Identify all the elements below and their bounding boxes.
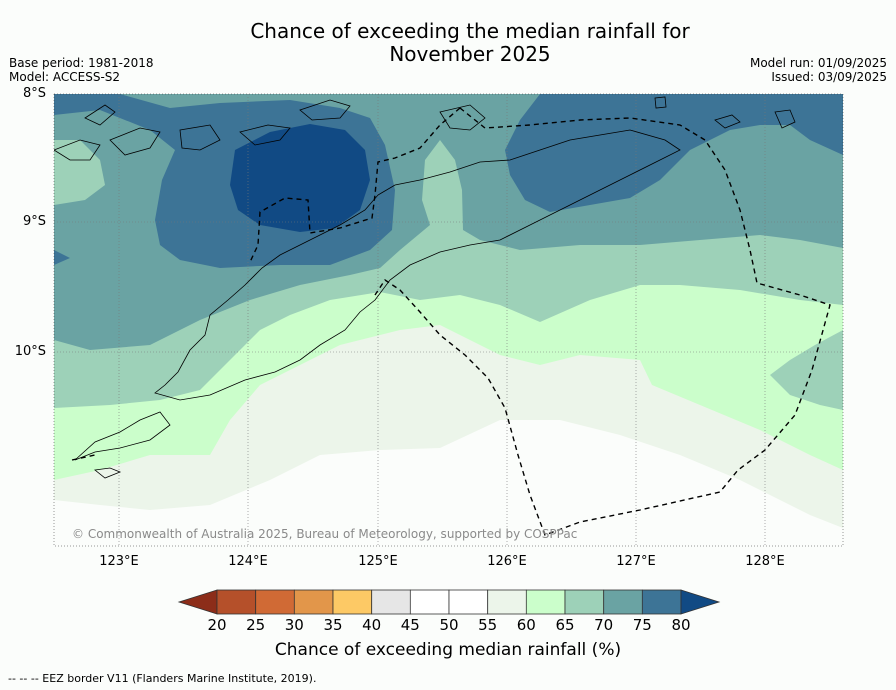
model-name: Model: ACCESS-S2: [9, 70, 121, 84]
colorbar-tick: 30: [284, 616, 304, 634]
colorbar-swatch-20-25: [216, 589, 257, 615]
colorbar: [177, 589, 721, 615]
lat-label-8s: 8°S: [22, 86, 46, 101]
base-period: Base period: 1981-2018: [9, 56, 154, 70]
map-area: [54, 94, 843, 546]
band-patch-nw: [54, 250, 70, 265]
eez-borders: [71, 107, 831, 536]
lon-label-128e: 128°E: [745, 554, 785, 569]
colorbar-label: Chance of exceeding median rainfall (%): [274, 640, 622, 660]
colorbar-swatch-45-50: [409, 589, 450, 615]
issued-date: Issued: 03/09/2025: [771, 70, 887, 84]
lon-label-126e: 126°E: [487, 554, 527, 569]
title-line-2: November 2025: [389, 42, 551, 66]
lon-label-123e: 123°E: [99, 554, 139, 569]
colorbar-swatch-25-30: [255, 589, 295, 615]
chart-title: Chance of exceeding the median rainfall …: [0, 20, 896, 66]
colorbar-tick: 20: [207, 616, 227, 634]
colorbar-tick: 65: [555, 616, 575, 634]
coastlines: [54, 96, 796, 479]
colorbar-swatch-75-80: [641, 589, 682, 615]
band-above-80: [230, 124, 370, 232]
colorbar-swatch-35-40: [332, 589, 373, 615]
colorbar-swatch-40-45: [371, 589, 411, 615]
colorbar-tick: 50: [439, 616, 459, 634]
colorbar-swatch-above80: [680, 589, 721, 615]
model-run: Model run: 01/09/2025: [749, 56, 887, 70]
colorbar-tick: 60: [516, 616, 536, 634]
colorbar-tick: 45: [400, 616, 420, 634]
colorbar-swatch-30-35: [293, 589, 334, 615]
lon-label-124e: 124°E: [228, 554, 268, 569]
title-line-1: Chance of exceeding the median rainfall …: [250, 19, 690, 43]
colorbar-swatch-below20: [177, 589, 218, 615]
colorbar-tick: 70: [594, 616, 614, 634]
colorbar-swatch-65-70: [564, 589, 605, 615]
lon-label-127e: 127°E: [616, 554, 656, 569]
meta-right: Model run: 01/09/2025 Issued: 03/09/2025: [750, 56, 887, 84]
colorbar-tick: 80: [671, 616, 691, 634]
colorbar-swatch-60-65: [525, 589, 566, 615]
colorbar-tick: 35: [323, 616, 343, 634]
colorbar-tick: 55: [478, 616, 498, 634]
colorbar-tick: 40: [362, 616, 382, 634]
copyright-notice: © Commonwealth of Australia 2025, Bureau…: [72, 527, 578, 541]
lon-label-125e: 125°E: [358, 554, 398, 569]
map-frame: [53, 93, 844, 547]
lat-label-10s: 10°S: [14, 344, 46, 359]
meta-left: Base period: 1981-2018 Model: ACCESS-S2: [9, 56, 154, 84]
band-patch-se: [770, 330, 843, 410]
lat-label-9s: 9°S: [22, 214, 46, 229]
colorbar-tick: 25: [246, 616, 266, 634]
colorbar-swatch-50-55: [448, 589, 489, 615]
colorbar-swatch-55-60: [487, 589, 527, 615]
colorbar-swatch-70-75: [603, 589, 643, 615]
eez-border-note: -- -- -- EEZ border V11 (Flanders Marine…: [8, 672, 317, 685]
colorbar-tick: 75: [632, 616, 652, 634]
